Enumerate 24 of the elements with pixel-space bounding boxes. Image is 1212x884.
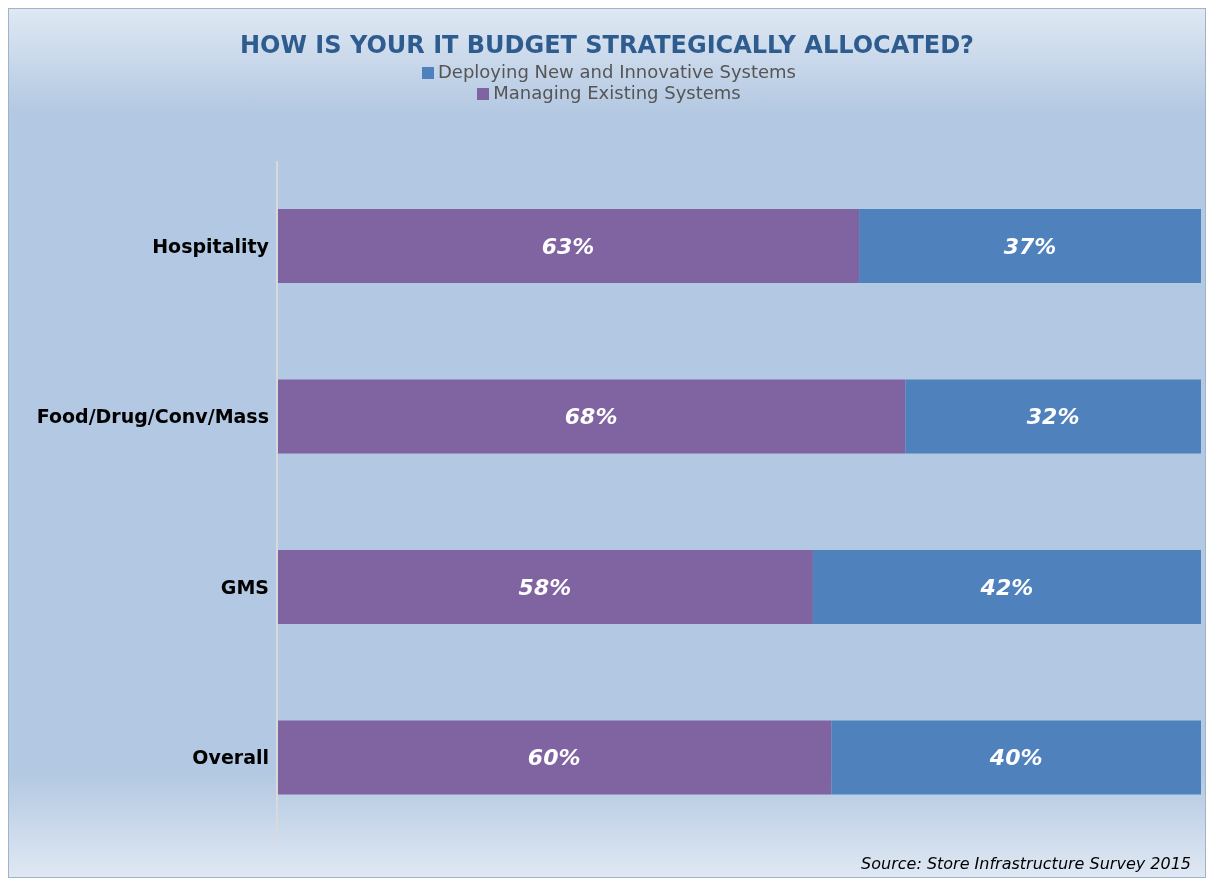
bar [831, 720, 1201, 795]
data-label: 37% [1003, 233, 1057, 259]
bar [277, 720, 832, 795]
bar [859, 209, 1201, 283]
data-label: 40% [988, 745, 1043, 770]
data-label: 63% [541, 233, 595, 259]
data-label: 32% [1026, 404, 1080, 429]
chart-title: HOW IS YOUR IT BUDGET STRATEGICALLY ALLOCATED? [239, 31, 975, 59]
data-label: 42% [979, 574, 1034, 600]
data-label: 68% [564, 404, 618, 429]
data-label: 60% [527, 745, 581, 770]
y-tick-label: GMS [220, 575, 269, 598]
y-tick-label: Food/Drug/Conv/Mass [36, 405, 269, 428]
y-tick-label: Hospitality [152, 234, 270, 257]
bar [905, 379, 1201, 454]
legend-label: Deploying New and Innovative Systems [438, 61, 796, 82]
bar [812, 550, 1201, 624]
bar [277, 209, 860, 283]
bar [277, 550, 813, 624]
bar [277, 379, 906, 454]
source-note: Source: Store Infrastructure Survey 2015 [861, 854, 1191, 873]
y-tick-label: Overall [192, 746, 269, 769]
legend-label: Managing Existing Systems [493, 82, 741, 103]
data-label: 58% [518, 574, 572, 600]
